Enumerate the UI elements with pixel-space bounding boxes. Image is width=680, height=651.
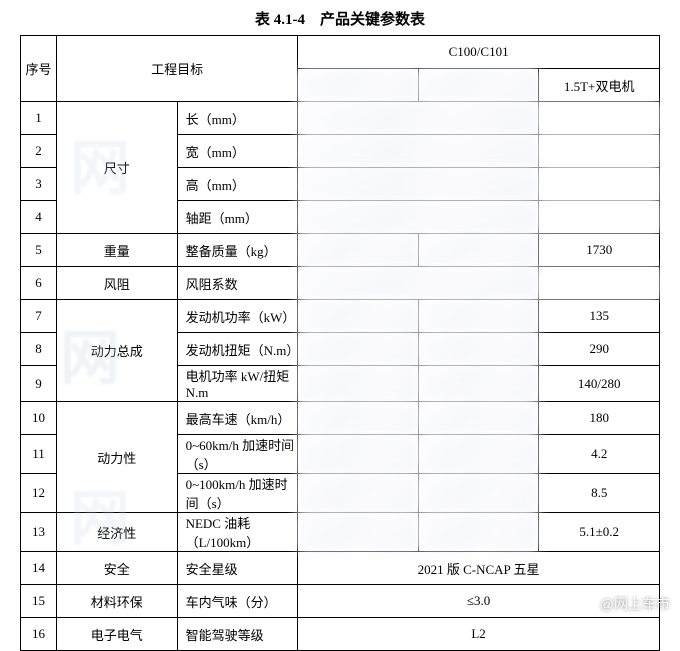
param-label: 电机功率 kW/扭矩 N.m bbox=[177, 366, 298, 402]
blurred-cell bbox=[539, 135, 660, 168]
row-index: 6 bbox=[21, 267, 57, 300]
table-row: 10 动力性 最高车速（km/h） x x 180 bbox=[21, 402, 660, 435]
blurred-cell: x bbox=[298, 366, 419, 402]
param-label: 高（mm） bbox=[177, 168, 298, 201]
table-row: 5 重量 整备质量（kg） x x 1730 bbox=[21, 234, 660, 267]
row-index: 13 bbox=[21, 513, 57, 552]
blurred-cell: x bbox=[298, 102, 539, 135]
row-index: 16 bbox=[21, 618, 57, 651]
row-index: 3 bbox=[21, 168, 57, 201]
blurred-cell: x bbox=[418, 300, 539, 333]
cat-power: 动力总成 bbox=[57, 300, 178, 402]
blurred-cell: x bbox=[418, 234, 539, 267]
param-label: 安全星级 bbox=[177, 552, 298, 585]
row-index: 2 bbox=[21, 135, 57, 168]
cat-mat: 材料环保 bbox=[57, 585, 178, 618]
param-label: 最高车速（km/h） bbox=[177, 402, 298, 435]
header-index: 序号 bbox=[21, 36, 57, 102]
value-cell: 8.5 bbox=[539, 474, 660, 513]
blurred-cell: x bbox=[298, 513, 419, 552]
header-sub2: xx bbox=[418, 69, 539, 102]
param-label: 0~100km/h 加速时间（s） bbox=[177, 474, 298, 513]
param-label: 宽（mm） bbox=[177, 135, 298, 168]
value-cell: 180 bbox=[539, 402, 660, 435]
blurred-cell bbox=[539, 267, 660, 300]
blurred-cell: x bbox=[298, 333, 419, 366]
cat-weight: 重量 bbox=[57, 234, 178, 267]
blurred-cell bbox=[539, 201, 660, 234]
row-index: 10 bbox=[21, 402, 57, 435]
blurred-cell: x bbox=[298, 135, 539, 168]
value-cell: 4.2 bbox=[539, 435, 660, 474]
row-index: 11 bbox=[21, 435, 57, 474]
blurred-cell: x bbox=[298, 201, 539, 234]
table-row: 14 安全 安全星级 2021 版 C-NCAP 五星 bbox=[21, 552, 660, 585]
row-index: 9 bbox=[21, 366, 57, 402]
blurred-cell: x bbox=[418, 366, 539, 402]
blurred-cell: x bbox=[298, 300, 419, 333]
param-label: 智能驾驶等级 bbox=[177, 618, 298, 651]
blurred-cell: x bbox=[298, 474, 419, 513]
value-cell: 135 bbox=[539, 300, 660, 333]
param-label: 轴距（mm） bbox=[177, 201, 298, 234]
cat-ee: 电子电气 bbox=[57, 618, 178, 651]
table-title: 表 4.1-4 产品关键参数表 bbox=[0, 0, 680, 35]
table-row: 15 材料环保 车内气味（分） ≤3.0 bbox=[21, 585, 660, 618]
param-label: 风阻系数 bbox=[177, 267, 298, 300]
row-index: 4 bbox=[21, 201, 57, 234]
param-label: 发动机扭矩（N.m） bbox=[177, 333, 298, 366]
header-sub1: xx bbox=[298, 69, 419, 102]
param-label: NEDC 油耗（L/100km） bbox=[177, 513, 298, 552]
blurred-cell: x bbox=[418, 513, 539, 552]
row-index: 8 bbox=[21, 333, 57, 366]
value-cell: 140/280 bbox=[539, 366, 660, 402]
cat-drag: 风阻 bbox=[57, 267, 178, 300]
cat-size: 尺寸 bbox=[57, 102, 178, 234]
cat-safe: 安全 bbox=[57, 552, 178, 585]
value-cell: 1730 bbox=[539, 234, 660, 267]
value-cell: 290 bbox=[539, 333, 660, 366]
source-watermark: @网上车市 bbox=[600, 594, 670, 614]
cat-eco: 经济性 bbox=[57, 513, 178, 552]
row-index: 5 bbox=[21, 234, 57, 267]
table-row: 7 动力总成 发动机功率（kW） x x 135 bbox=[21, 300, 660, 333]
cat-dyn: 动力性 bbox=[57, 402, 178, 513]
row-index: 7 bbox=[21, 300, 57, 333]
value-cell: L2 bbox=[298, 618, 660, 651]
blurred-cell: x bbox=[418, 333, 539, 366]
value-cell: 2021 版 C-NCAP 五星 bbox=[298, 552, 660, 585]
param-label: 整备质量（kg） bbox=[177, 234, 298, 267]
blurred-cell: x bbox=[298, 402, 419, 435]
blurred-cell bbox=[539, 168, 660, 201]
param-label: 0~60km/h 加速时间（s） bbox=[177, 435, 298, 474]
blurred-cell: x bbox=[418, 435, 539, 474]
blurred-cell: x bbox=[418, 474, 539, 513]
blurred-cell: x bbox=[418, 402, 539, 435]
row-index: 1 bbox=[21, 102, 57, 135]
header-target: 工程目标 bbox=[57, 36, 298, 102]
spec-table: 序号 工程目标 C100/C101 xx xx 1.5T+双电机 1 尺寸 长（… bbox=[20, 35, 660, 651]
blurred-cell: x bbox=[298, 267, 539, 300]
header-model: C100/C101 bbox=[298, 36, 660, 69]
param-label: 长（mm） bbox=[177, 102, 298, 135]
table-row: 1 尺寸 长（mm） x bbox=[21, 102, 660, 135]
table-row: 16 电子电气 智能驾驶等级 L2 bbox=[21, 618, 660, 651]
table-row: 13 经济性 NEDC 油耗（L/100km） x x 5.1±0.2 bbox=[21, 513, 660, 552]
blurred-cell: x bbox=[298, 234, 419, 267]
param-label: 车内气味（分） bbox=[177, 585, 298, 618]
row-index: 14 bbox=[21, 552, 57, 585]
header-sub3: 1.5T+双电机 bbox=[539, 69, 660, 102]
row-index: 12 bbox=[21, 474, 57, 513]
param-label: 发动机功率（kW） bbox=[177, 300, 298, 333]
blurred-cell: x bbox=[298, 168, 539, 201]
blurred-cell: x bbox=[298, 435, 419, 474]
value-cell: 5.1±0.2 bbox=[539, 513, 660, 552]
table-row: 6 风阻 风阻系数 x bbox=[21, 267, 660, 300]
blurred-cell bbox=[539, 102, 660, 135]
row-index: 15 bbox=[21, 585, 57, 618]
